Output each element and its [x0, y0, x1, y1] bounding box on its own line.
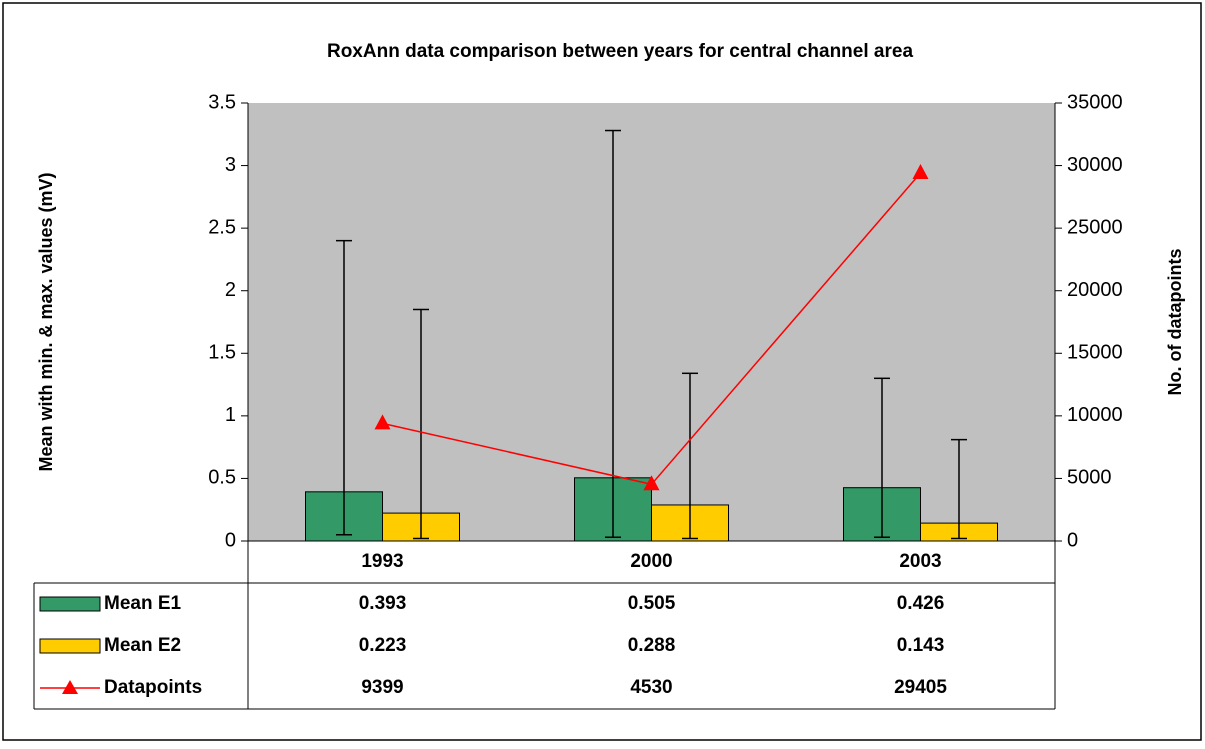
table-value: 4530 — [630, 677, 672, 698]
legend-swatch — [39, 638, 101, 654]
y2-tick-label: 5000 — [1067, 467, 1112, 489]
x-tick-label: 2003 — [899, 551, 941, 572]
table-value: 0.393 — [359, 593, 407, 614]
y-tick-label: 0 — [225, 529, 236, 551]
table-value: 29405 — [894, 677, 947, 698]
chart-title: RoxAnn data comparison between years for… — [327, 41, 913, 62]
table-value: 0.223 — [359, 635, 407, 656]
y-tick-label: 0.5 — [208, 467, 236, 489]
y-axis-title: Mean with min. & max. values (mV) — [36, 172, 56, 471]
x-tick-label: 2000 — [630, 551, 672, 572]
line-marker — [643, 475, 660, 491]
legend-swatch — [39, 596, 101, 612]
y2-tick-label: 15000 — [1067, 342, 1123, 364]
table-value: 0.505 — [628, 593, 676, 614]
y-tick-label: 3 — [225, 154, 236, 176]
legend-label: Mean E1 — [104, 593, 182, 614]
y-tick-label: 3.5 — [208, 91, 236, 113]
y2-tick-label: 20000 — [1067, 279, 1123, 301]
y-tick-label: 1.5 — [208, 342, 236, 364]
table-value: 0.288 — [628, 635, 676, 656]
y2-tick-label: 0 — [1067, 529, 1078, 551]
legend-label: Datapoints — [104, 677, 202, 698]
legend-marker — [62, 680, 78, 694]
legend-label: Mean E2 — [104, 635, 181, 656]
table-value: 0.143 — [897, 635, 945, 656]
y2-tick-label: 30000 — [1067, 154, 1123, 176]
x-tick-label: 1993 — [361, 551, 403, 572]
y-tick-label: 1 — [225, 404, 236, 426]
y2-tick-label: 25000 — [1067, 216, 1123, 238]
y-tick-label: 2 — [225, 279, 236, 301]
plot-area — [248, 103, 1055, 541]
table-value: 9399 — [361, 677, 403, 698]
y2-tick-label: 35000 — [1067, 91, 1123, 113]
y2-axis-title: No. of datapoints — [1165, 249, 1185, 396]
line-marker — [374, 414, 391, 430]
y-tick-label: 2.5 — [208, 216, 236, 238]
line-marker — [912, 164, 929, 180]
y2-tick-label: 10000 — [1067, 404, 1123, 426]
table-value: 0.426 — [897, 593, 945, 614]
